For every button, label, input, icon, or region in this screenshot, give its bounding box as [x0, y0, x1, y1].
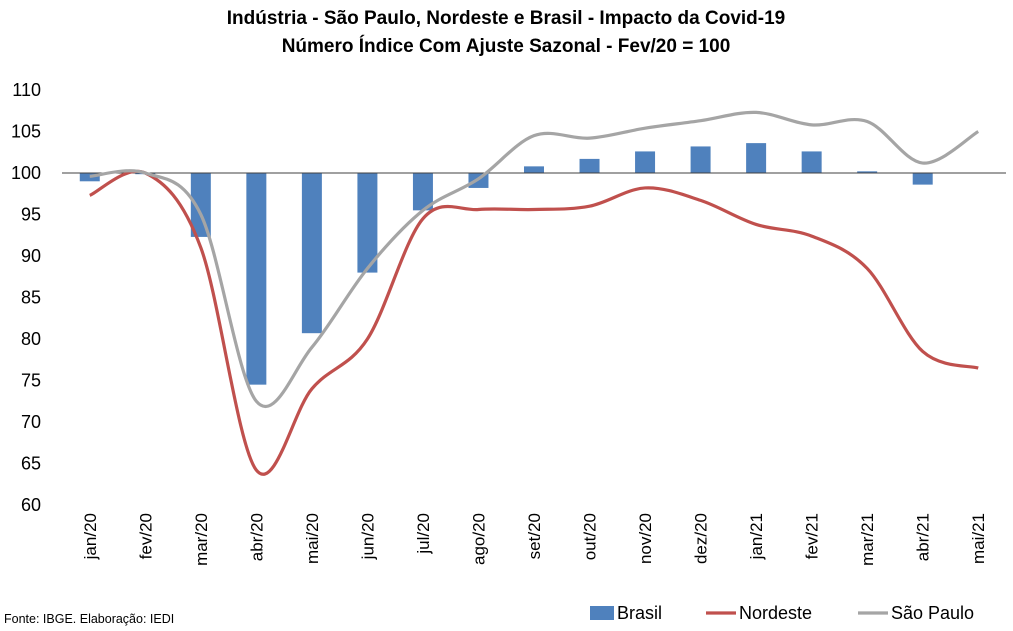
chart-title: Indústria - São Paulo, Nordeste e Brasil… — [227, 8, 786, 29]
bar-dez/20 — [690, 146, 711, 173]
x-tick-label: jun/20 — [358, 513, 377, 560]
y-tick-label: 60 — [21, 495, 41, 515]
legend-label: Nordeste — [739, 603, 812, 623]
legend-label: São Paulo — [891, 603, 974, 623]
x-tick-label: mai/21 — [969, 513, 988, 564]
line-nordeste — [89, 169, 979, 476]
y-tick-label: 110 — [12, 80, 41, 100]
bar-jul/20 — [412, 173, 433, 211]
y-tick-label: 100 — [11, 163, 41, 183]
bar-mar/21 — [857, 171, 878, 173]
bar-jun/20 — [357, 173, 378, 273]
x-tick-label: abr/20 — [247, 513, 266, 561]
x-tick-label: jul/20 — [414, 513, 433, 555]
legend-label: Brasil — [617, 603, 662, 623]
y-axis: 60 65 70 75 80 85 90 95 100 105 110 — [11, 80, 41, 515]
x-tick-label: dez/20 — [692, 513, 711, 564]
x-tick-label: fev/21 — [803, 513, 822, 559]
series-lines — [89, 110, 980, 476]
y-tick-label: 85 — [21, 288, 41, 308]
x-tick-label: ago/20 — [469, 513, 488, 565]
legend: Brasil Nordeste São Paulo — [590, 603, 974, 623]
brasil-bars — [79, 143, 933, 385]
bar-fev/21 — [801, 151, 822, 173]
x-tick-label: set/20 — [525, 513, 544, 559]
x-tick-label: fev/20 — [136, 513, 155, 559]
y-tick-label: 90 — [21, 246, 41, 266]
x-axis: jan/20 fev/20 mar/20 abr/20 mai/20 jun/20 jul/… — [81, 513, 988, 566]
bar-mai/20 — [301, 173, 322, 334]
x-tick-label: jan/21 — [747, 513, 766, 560]
bar-abr/21 — [912, 173, 933, 185]
chart-subtitle: Número Índice Com Ajuste Sazonal - Fev/2… — [282, 35, 731, 57]
bar-jan/20 — [79, 173, 100, 182]
x-tick-label: nov/20 — [636, 513, 655, 564]
legend-swatch-brasil — [590, 606, 614, 620]
y-tick-label: 105 — [11, 122, 41, 142]
x-tick-label: mar/21 — [858, 513, 877, 566]
bar-nov/20 — [635, 151, 656, 173]
x-tick-label: mai/20 — [303, 513, 322, 564]
x-tick-label: out/20 — [581, 513, 600, 560]
x-tick-label: mar/20 — [192, 513, 211, 566]
y-tick-label: 95 — [21, 205, 41, 225]
bar-mar/20 — [190, 173, 211, 237]
y-tick-label: 80 — [21, 329, 41, 349]
bar-jan/21 — [746, 143, 767, 173]
bar-set/20 — [524, 166, 544, 173]
bar-out/20 — [579, 158, 600, 173]
x-tick-label: jan/20 — [81, 513, 100, 560]
y-tick-label: 65 — [21, 454, 41, 474]
source-note: Fonte: IBGE. Elaboração: IEDI — [4, 612, 174, 626]
line-são-paulo — [89, 110, 980, 408]
x-tick-label: abr/21 — [914, 513, 933, 561]
bar-abr/20 — [246, 173, 267, 385]
y-tick-label: 70 — [21, 412, 41, 432]
y-tick-label: 75 — [21, 371, 41, 391]
